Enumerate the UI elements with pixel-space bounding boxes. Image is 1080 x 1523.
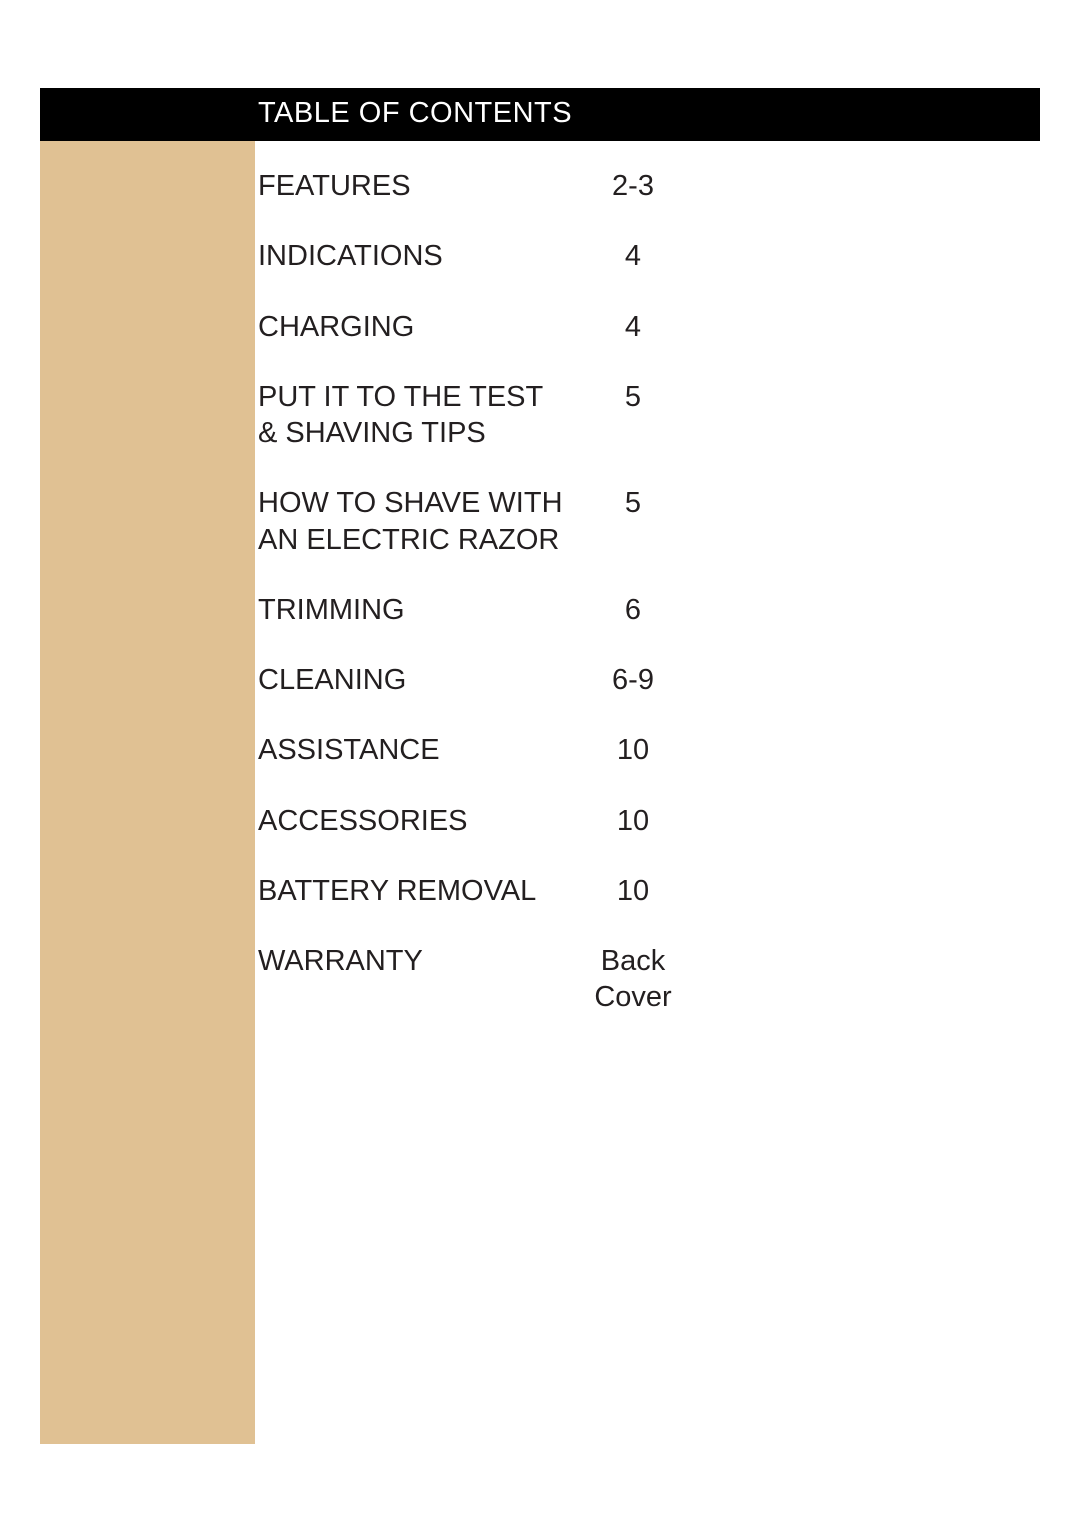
toc-page: Back Cover	[568, 943, 698, 1016]
toc-row: ACCESSORIES 10	[258, 803, 698, 839]
toc-row: BATTERY REMOVAL 10	[258, 873, 698, 909]
toc-label: PUT IT TO THE TEST & SHAVING TIPS	[258, 379, 568, 452]
toc-label: HOW TO SHAVE WITH AN ELECTRIC RAZOR	[258, 485, 568, 558]
toc-page: 4	[568, 238, 698, 274]
toc-page: 10	[568, 732, 698, 768]
toc-page: 10	[568, 873, 698, 909]
toc-page: 5	[568, 485, 698, 521]
toc-row: FEATURES 2-3	[258, 168, 698, 204]
table-of-contents: FEATURES 2-3 INDICATIONS 4 CHARGING 4 PU…	[258, 168, 698, 1050]
toc-row: CLEANING 6-9	[258, 662, 698, 698]
toc-page: 6-9	[568, 662, 698, 698]
toc-page: 2-3	[568, 168, 698, 204]
toc-row: INDICATIONS 4	[258, 238, 698, 274]
page: TABLE OF CONTENTS FEATURES 2-3 INDICATIO…	[0, 0, 1080, 1523]
toc-page: 4	[568, 309, 698, 345]
toc-row: WARRANTY Back Cover	[258, 943, 698, 1016]
toc-row: TRIMMING 6	[258, 592, 698, 628]
page-title: TABLE OF CONTENTS	[258, 97, 572, 130]
toc-row: CHARGING 4	[258, 309, 698, 345]
toc-page: 10	[568, 803, 698, 839]
toc-label: BATTERY REMOVAL	[258, 873, 568, 909]
toc-row: HOW TO SHAVE WITH AN ELECTRIC RAZOR 5	[258, 485, 698, 558]
toc-row: ASSISTANCE 10	[258, 732, 698, 768]
toc-page: 6	[568, 592, 698, 628]
toc-label: FEATURES	[258, 168, 568, 204]
sidebar-accent	[40, 88, 255, 1444]
toc-label: INDICATIONS	[258, 238, 568, 274]
toc-row: PUT IT TO THE TEST & SHAVING TIPS 5	[258, 379, 698, 452]
toc-label: CHARGING	[258, 309, 568, 345]
toc-label: TRIMMING	[258, 592, 568, 628]
toc-label: WARRANTY	[258, 943, 568, 979]
toc-label: CLEANING	[258, 662, 568, 698]
toc-label: ACCESSORIES	[258, 803, 568, 839]
toc-label: ASSISTANCE	[258, 732, 568, 768]
toc-page: 5	[568, 379, 698, 415]
